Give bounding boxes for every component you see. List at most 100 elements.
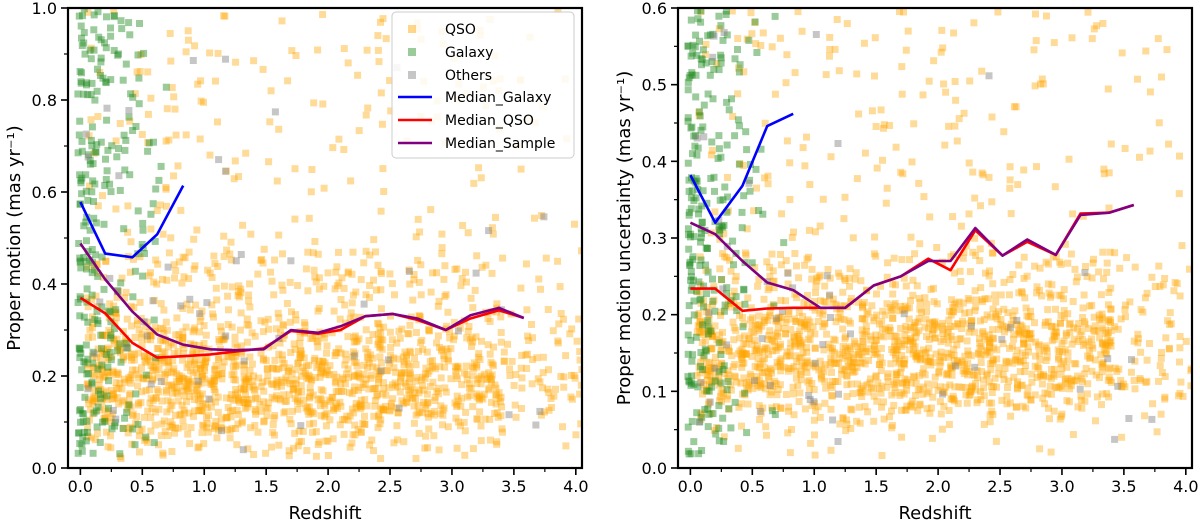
qso-point: [1040, 371, 1047, 379]
qso-point: [290, 385, 298, 393]
qso-point: [972, 296, 980, 304]
qso-point: [715, 366, 723, 374]
qso-point: [723, 254, 731, 262]
galaxy-point: [74, 90, 82, 98]
qso-point: [362, 111, 370, 119]
qso-point: [145, 328, 153, 336]
qso-point: [859, 331, 867, 339]
qso-point: [104, 368, 111, 376]
qso-point: [285, 376, 293, 384]
qso-point: [184, 430, 192, 438]
qso-point: [424, 398, 432, 406]
qso-point: [795, 335, 803, 343]
galaxy-point: [687, 336, 695, 344]
galaxy-point: [88, 142, 96, 150]
qso-point: [191, 356, 199, 364]
qso-point: [291, 165, 299, 173]
qso-point: [238, 417, 246, 425]
qso-point: [949, 307, 957, 315]
qso-point: [1028, 378, 1036, 386]
qso-point: [528, 321, 535, 328]
qso-point: [386, 270, 394, 278]
qso-point: [1001, 365, 1009, 372]
qso-point: [263, 365, 271, 373]
qso-point: [716, 265, 724, 273]
qso-point: [760, 318, 768, 326]
qso-point: [488, 269, 496, 277]
qso-point: [812, 282, 820, 290]
qso-point: [444, 423, 452, 431]
qso-point: [802, 364, 810, 372]
galaxy-point: [685, 378, 693, 386]
qso-point: [482, 261, 490, 269]
galaxy-point: [79, 433, 87, 441]
galaxy-point: [699, 366, 707, 373]
qso-point: [168, 423, 176, 431]
qso-point: [302, 265, 310, 273]
qso-point: [1048, 390, 1055, 398]
qso-point: [1088, 35, 1096, 43]
qso-point: [1039, 80, 1047, 88]
qso-point: [435, 297, 443, 305]
galaxy-point: [93, 423, 101, 431]
qso-point: [753, 376, 761, 384]
qso-point: [812, 363, 819, 371]
qso-point: [847, 380, 855, 388]
qso-point: [859, 315, 867, 322]
galaxy-point: [684, 78, 692, 86]
qso-point: [291, 215, 299, 223]
galaxy-point: [697, 238, 704, 246]
qso-point: [251, 332, 259, 340]
qso-point: [1000, 375, 1008, 383]
y-tick-label: 0.2: [642, 306, 667, 325]
qso-point: [218, 363, 226, 371]
galaxy-point: [688, 357, 696, 365]
qso-point: [344, 333, 352, 341]
qso-point: [203, 420, 211, 427]
galaxy-point: [98, 361, 106, 369]
qso-point: [899, 379, 906, 387]
qso-point: [949, 308, 957, 316]
qso-point: [538, 212, 546, 219]
qso-point: [804, 301, 812, 309]
qso-point: [158, 397, 166, 405]
galaxy-point: [86, 157, 94, 164]
galaxy-point: [94, 65, 101, 73]
qso-point: [207, 377, 215, 385]
galaxy-point: [700, 352, 708, 360]
qso-point: [218, 375, 226, 383]
qso-point: [430, 411, 438, 419]
qso-point: [861, 330, 869, 338]
qso-point: [152, 327, 160, 335]
qso-point: [886, 413, 893, 421]
qso-point: [173, 378, 181, 385]
qso-point: [892, 345, 900, 353]
qso-point: [305, 361, 313, 369]
qso-point: [320, 400, 328, 408]
qso-point: [109, 391, 117, 398]
qso-point: [776, 381, 784, 389]
qso-point: [405, 330, 413, 338]
qso-point: [1058, 364, 1066, 372]
qso-point: [716, 338, 724, 346]
qso-point: [89, 352, 97, 360]
qso-point: [791, 337, 799, 345]
galaxy-point: [79, 12, 86, 20]
others-point: [998, 335, 1006, 343]
qso-point: [977, 202, 984, 210]
qso-point: [284, 367, 292, 375]
qso-point: [227, 395, 235, 403]
qso-point: [295, 438, 303, 446]
qso-point: [348, 390, 356, 398]
qso-point: [940, 388, 948, 396]
qso-point: [464, 229, 472, 237]
qso-point: [776, 340, 784, 348]
others-point: [112, 415, 120, 423]
qso-point: [878, 317, 886, 325]
qso-point: [708, 146, 716, 154]
qso-point: [133, 317, 141, 324]
qso-point: [179, 416, 187, 424]
qso-point: [748, 322, 756, 330]
qso-point: [395, 327, 403, 335]
qso-point: [151, 421, 159, 429]
